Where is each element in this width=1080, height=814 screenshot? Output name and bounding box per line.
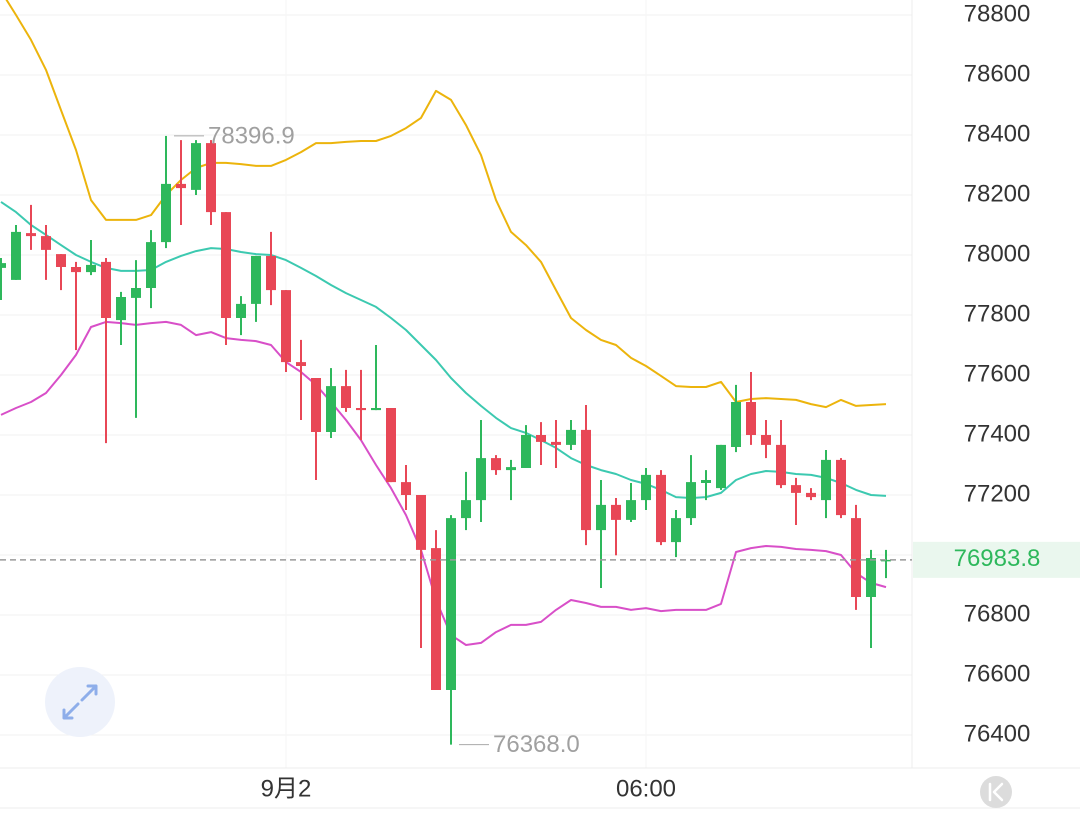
candle-body bbox=[806, 492, 816, 498]
band-line bbox=[5, 0, 887, 409]
candle-body bbox=[821, 459, 831, 501]
candle-body bbox=[131, 288, 141, 298]
x-axis: 9月2 06:00 bbox=[261, 775, 676, 802]
y-tick-label: 78000 bbox=[964, 240, 1031, 267]
y-tick-label: 78800 bbox=[964, 0, 1031, 27]
expand-button[interactable] bbox=[45, 667, 115, 737]
candle-body bbox=[86, 264, 96, 273]
candle-body bbox=[671, 518, 681, 543]
last-price-label: 76983.8 bbox=[954, 545, 1041, 572]
candle-body bbox=[566, 429, 576, 445]
candle-body bbox=[0, 263, 6, 268]
candle-body bbox=[746, 402, 756, 435]
x-tick-label: 06:00 bbox=[616, 775, 676, 802]
y-tick-label: 77600 bbox=[964, 360, 1031, 387]
scroll-latest-icon[interactable] bbox=[988, 782, 1004, 802]
y-tick-label: 76600 bbox=[964, 660, 1031, 687]
y-tick-label: 76800 bbox=[964, 600, 1031, 627]
candle-body bbox=[116, 297, 126, 321]
candle-body bbox=[776, 444, 786, 486]
candle-body bbox=[251, 255, 261, 304]
candle-body bbox=[611, 504, 621, 520]
y-tick-label: 78600 bbox=[964, 60, 1031, 87]
candle-body bbox=[71, 267, 81, 273]
candle-body bbox=[446, 518, 456, 690]
candle-body bbox=[191, 143, 201, 190]
grid bbox=[0, 14, 912, 736]
last-price-box bbox=[913, 541, 1080, 578]
plot-area bbox=[0, 0, 912, 745]
candle-body bbox=[161, 183, 171, 243]
candle-body bbox=[791, 485, 801, 493]
candle-body bbox=[401, 482, 411, 495]
candle-body bbox=[281, 290, 291, 363]
candle-body bbox=[206, 143, 216, 213]
y-tick-label: 77400 bbox=[964, 420, 1031, 447]
candle-body bbox=[656, 474, 666, 543]
candle-body bbox=[866, 558, 876, 597]
expand-button-bg[interactable] bbox=[45, 667, 115, 737]
candle-body bbox=[341, 386, 351, 408]
candle-body bbox=[236, 303, 246, 318]
candle-body bbox=[491, 458, 501, 471]
expand-icon[interactable] bbox=[62, 684, 98, 720]
y-tick-label: 77200 bbox=[964, 480, 1031, 507]
candle-body bbox=[101, 261, 111, 318]
candle-body bbox=[311, 378, 321, 432]
candle-body bbox=[851, 518, 861, 597]
candle-body bbox=[761, 435, 771, 445]
y-tick-label: 78400 bbox=[964, 120, 1031, 147]
candle-body bbox=[461, 500, 471, 519]
candle-body bbox=[386, 408, 396, 483]
candle-body bbox=[26, 233, 36, 237]
candle-body bbox=[476, 458, 486, 501]
scroll-latest-button[interactable] bbox=[980, 776, 1012, 808]
candle-body bbox=[296, 362, 306, 366]
band-line bbox=[0, 320, 887, 646]
x-tick-label: 9月2 bbox=[261, 775, 312, 802]
candle-body bbox=[641, 474, 651, 501]
y-tick-label: 78200 bbox=[964, 180, 1031, 207]
candle-body bbox=[266, 255, 276, 291]
candle-body bbox=[371, 408, 381, 411]
scroll-latest-bg[interactable] bbox=[980, 776, 1012, 808]
candle-body bbox=[416, 495, 426, 550]
y-tick-label: 76400 bbox=[964, 720, 1031, 747]
candle-body bbox=[176, 183, 186, 189]
candle-body bbox=[701, 480, 711, 483]
candle-body bbox=[551, 441, 561, 445]
candle-body bbox=[596, 504, 606, 531]
marker-label: 76368.0 bbox=[493, 731, 580, 758]
candle-body bbox=[326, 386, 336, 432]
candle-body bbox=[11, 231, 21, 280]
candle-body bbox=[221, 212, 231, 318]
candle-body bbox=[836, 459, 846, 516]
candle-body bbox=[506, 467, 516, 471]
y-axis: 7640076600768007700077200774007760077800… bbox=[913, 0, 1080, 747]
candle-body bbox=[146, 242, 156, 288]
candle-body bbox=[626, 500, 636, 520]
candle-body bbox=[56, 254, 66, 267]
candle-body bbox=[686, 482, 696, 519]
candle-body bbox=[731, 402, 741, 447]
annotations: 78396.9 76368.0 bbox=[174, 122, 580, 758]
candle-body bbox=[716, 444, 726, 489]
candle-body bbox=[581, 429, 591, 531]
y-tick-label: 77800 bbox=[964, 300, 1031, 327]
candle-body bbox=[521, 435, 531, 468]
candle-body bbox=[536, 435, 546, 442]
candle-body bbox=[41, 236, 51, 250]
marker-label: 78396.9 bbox=[208, 122, 295, 149]
candle-body bbox=[356, 408, 366, 411]
candle-body bbox=[431, 548, 441, 690]
